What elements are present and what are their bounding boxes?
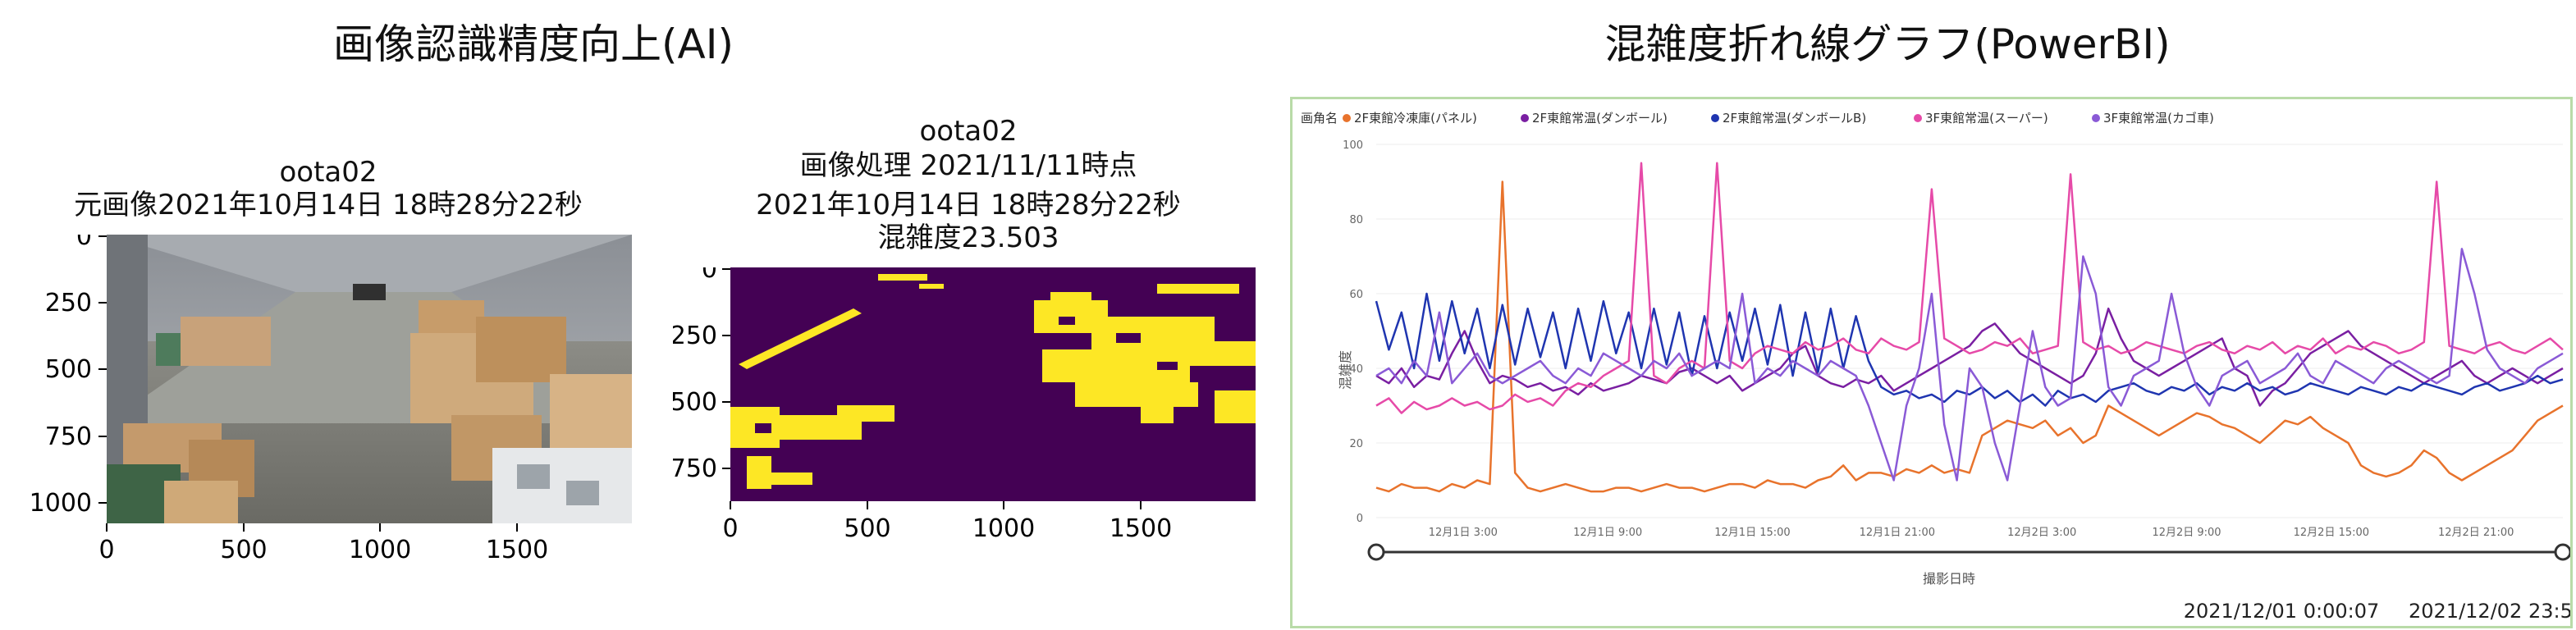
series-line[interactable] [1375, 292, 2564, 407]
processed-xtick: 1000 [972, 514, 1035, 543]
legend-entry[interactable]: 2F東館冷凍庫(パネル) [1354, 111, 1477, 126]
photo-title-line-2: 元画像2021年10月14日 18時28分22秒 [74, 189, 583, 221]
y-tick-label: 40 [1349, 363, 1363, 376]
processed-ytick: 250 [673, 322, 717, 350]
slider-start-date: 2021/12/01 0:00:07 [2184, 600, 2379, 623]
warehouse-photo: 0 250 500 750 1000 0 500 1000 1500 [30, 235, 632, 564]
powerbi-chart-frame: 画角名 2F東館冷凍庫(パネル) 2F東館常温(ダンボール) 2F東館常温(ダンボール… [1290, 97, 2576, 628]
legend-marker[interactable] [1711, 114, 1719, 122]
y-tick-label: 60 [1349, 289, 1363, 301]
x-tick-label: 12月1日 9:00 [1573, 527, 1642, 539]
photo-panel: oota02 元画像2021年10月14日 18時28分22秒 [0, 156, 657, 574]
photo-ytick: 250 [45, 289, 92, 317]
legend-marker[interactable] [2092, 114, 2100, 122]
legend-entry[interactable]: 2F東館常温(ダンボール) [1532, 111, 1668, 126]
photo-xtick: 500 [220, 536, 267, 564]
y-tick-label: 80 [1349, 214, 1363, 226]
processed-ytick: 750 [673, 454, 717, 483]
photo-title-line-1: oota02 [279, 156, 377, 189]
x-tick-label: 12月2日 21:00 [2438, 527, 2514, 539]
photo-ytick: 0 [76, 235, 92, 251]
y-tick-label: 20 [1349, 438, 1363, 450]
x-tick-label: 12月1日 3:00 [1429, 527, 1498, 539]
processed-xtick: 500 [844, 514, 890, 543]
left-section-title: 画像認識精度向上(AI) [333, 21, 734, 68]
photo-ytick: 750 [45, 422, 92, 451]
photo-ytick: 1000 [30, 489, 92, 518]
x-tick-label: 12月1日 15:00 [1714, 527, 1790, 539]
slider-end-handle[interactable] [2554, 543, 2572, 561]
y-tick-label: 0 [1357, 513, 1363, 525]
slider-start-handle[interactable] [1367, 543, 1385, 561]
series-line[interactable] [1375, 180, 2564, 493]
legend-marker[interactable] [1521, 114, 1529, 122]
processed-title-line-3: 2021年10月14日 18時28分22秒 [756, 189, 1181, 221]
processed-panel: oota02 画像処理 2021/11/11時点 2021年10月14日 18時… [673, 115, 1264, 574]
x-tick-label: 12月2日 15:00 [2294, 527, 2369, 539]
legend-entry[interactable]: 2F東館常温(ダンボールB) [1723, 111, 1866, 126]
processed-ytick: 500 [673, 388, 717, 417]
photo-ytick: 500 [45, 355, 92, 384]
slider-end-date: 2021/12/02 23:59:43 [2409, 600, 2570, 623]
processed-image: 0 250 500 750 0 500 1000 1500 [673, 267, 1256, 543]
legend-title: 画角名 [1301, 111, 1338, 126]
processed-xtick: 1500 [1110, 514, 1172, 543]
legend-marker[interactable] [1343, 114, 1351, 122]
processed-title-line-1: oota02 [919, 115, 1018, 148]
processed-xtick: 0 [722, 514, 738, 543]
x-tick-label: 12月1日 21:00 [1860, 527, 1935, 539]
processed-title-line-4: 混雑度23.503 [877, 221, 1059, 254]
processed-ytick: 0 [702, 267, 717, 284]
processed-title-line-2: 画像処理 2021/11/11時点 [799, 149, 1137, 182]
series-line[interactable] [1375, 307, 2564, 407]
photo-xtick: 1500 [486, 536, 548, 564]
series-line[interactable] [1375, 248, 2564, 482]
x-tick-label: 12月2日 9:00 [2152, 527, 2221, 539]
right-section-title: 混雑度折れ線グラフ(PowerBI) [1604, 21, 2171, 68]
powerbi-line-chart: 画角名 2F東館冷凍庫(パネル) 2F東館常温(ダンボール) 2F東館常温(ダンボール… [1301, 111, 2576, 623]
photo-xtick: 0 [98, 536, 114, 564]
photo-xtick: 1000 [349, 536, 411, 564]
x-tick-label: 12月2日 3:00 [2007, 527, 2076, 539]
legend-marker[interactable] [1914, 114, 1922, 122]
series-line[interactable] [1375, 162, 2564, 414]
legend: 画角名 2F東館冷凍庫(パネル) 2F東館常温(ダンボール) 2F東館常温(ダンボール… [1301, 111, 2214, 126]
legend-entry[interactable]: 3F東館常温(スーパー) [1925, 111, 2048, 126]
y-tick-label: 100 [1343, 139, 1363, 152]
legend-entry[interactable]: 3F東館常温(カゴ車) [2103, 111, 2214, 126]
y-axis-label: 混雑度 [1338, 350, 1353, 390]
x-axis-label: 撮影日時 [1923, 571, 1975, 587]
